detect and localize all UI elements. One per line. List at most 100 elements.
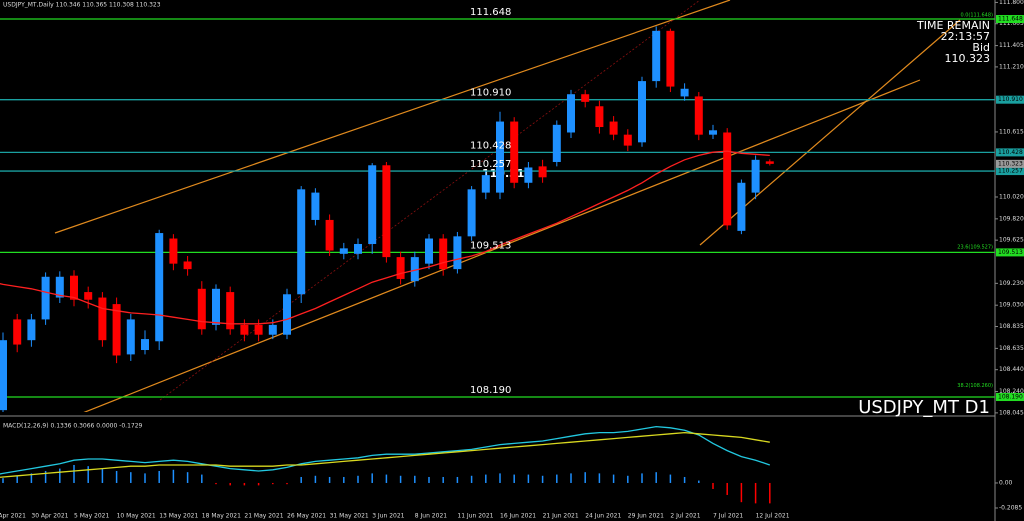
macd-bar [59, 468, 61, 483]
macd-bar [499, 473, 501, 483]
macd-bar [300, 476, 302, 483]
indicator-line [0, 150, 770, 325]
candle-body [439, 238, 448, 270]
y-tick-label: 108.440 [999, 366, 1024, 373]
x-tick-label: 2 Jul 2021 [670, 513, 700, 520]
candle-body [283, 294, 291, 335]
macd-bar [570, 473, 572, 483]
candle-body [595, 106, 604, 128]
y-tick-label: -0.2085 [999, 504, 1022, 511]
candle-body [524, 167, 533, 183]
macd-bar [598, 473, 601, 483]
macd-bar [428, 476, 430, 483]
axis-box [996, 393, 1024, 402]
y-tick-label: 109.625 [999, 237, 1024, 244]
candle-body [141, 339, 149, 351]
macd-bar [754, 482, 757, 504]
bid-box [996, 159, 1024, 168]
x-tick-label: 5 May 2021 [74, 513, 109, 520]
axis-box-label: 109.513 [998, 249, 1023, 256]
y-tick-label: 111.405 [999, 42, 1024, 49]
macd-bar [286, 482, 288, 485]
y-tick-label: 108.045 [999, 409, 1024, 416]
macd-bar [30, 473, 33, 483]
y-tick-label: 110.020 [999, 193, 1024, 200]
macd-bar [272, 482, 274, 485]
macd-bar [485, 474, 487, 483]
macd-bar [769, 482, 771, 504]
candle-body [467, 189, 476, 237]
info-label: TIME REMAIN [916, 19, 990, 32]
macd-bar [257, 482, 260, 486]
macd-bar [414, 475, 416, 483]
y-tick-label: 109.030 [999, 302, 1024, 309]
candle-body [751, 159, 760, 193]
candle-body [382, 165, 391, 258]
indicator-line [0, 431, 770, 478]
candle-body [226, 292, 235, 330]
fib-label: 23.6(109.527) [957, 244, 993, 250]
candle-body [410, 257, 419, 282]
macd-bar [442, 476, 444, 483]
y-tick-label: 111.210 [999, 63, 1024, 70]
x-tick-label: 21 May 2021 [244, 513, 283, 520]
candle-body [737, 182, 746, 231]
fib-label: 38.2(108.260) [957, 383, 993, 389]
candle-body [98, 297, 107, 341]
macd-bar [44, 470, 47, 483]
macd-bar [87, 466, 89, 483]
macd-bar [584, 472, 586, 483]
trendline [54, 0, 731, 234]
macd-bar [101, 468, 104, 483]
axis-box-label: 108.190 [998, 394, 1023, 401]
trendline [159, 0, 701, 401]
candle-body [694, 96, 703, 135]
x-tick-label: 11 Jun 2021 [457, 513, 493, 520]
macd-bar [243, 482, 246, 486]
macd-bar [527, 474, 530, 483]
macd-bar [712, 482, 714, 489]
y-tick-label: 109.230 [999, 280, 1024, 287]
axis-box [996, 95, 1024, 104]
macd-bar [215, 482, 217, 485]
fib-label: 0.0(111.648) [960, 13, 993, 19]
macd-bar [144, 473, 146, 483]
y-tick-label: 108.635 [999, 345, 1024, 352]
candle-body [481, 175, 490, 193]
level-label: 108.190 [470, 385, 511, 396]
macd-bar [641, 473, 643, 483]
x-tick-label: 16 Jun 2021 [500, 513, 536, 520]
candle-body [183, 261, 192, 270]
candle-body [709, 130, 717, 135]
y-tick-label: 110.615 [999, 128, 1024, 135]
macd-bar [627, 475, 629, 483]
indicator-line [0, 425, 771, 475]
macd-bar [470, 475, 473, 483]
candle-body [339, 248, 348, 254]
axis-box-label: 111.648 [998, 16, 1023, 23]
macd-bar [698, 480, 700, 483]
candle-body [155, 233, 164, 342]
candle-body [212, 288, 220, 325]
axis-box-label: 110.257 [998, 168, 1023, 175]
axis-box [996, 148, 1024, 157]
info-label: 22:13:57 [941, 30, 990, 43]
macd-bar [371, 473, 373, 483]
y-tick-label: 0.00 [999, 479, 1013, 486]
level-label: 110.257 [470, 159, 511, 170]
macd-bar [343, 476, 345, 483]
x-tick-label: 18 May 2021 [202, 513, 241, 520]
macd-bar [201, 474, 203, 483]
macd-bar [740, 482, 743, 503]
macd-bar [683, 476, 686, 483]
level-label: 110.428 [470, 140, 511, 151]
macd-bar [328, 476, 331, 483]
candle-body [311, 192, 320, 220]
x-tick-label: 10 May 2021 [117, 513, 156, 520]
symbol-label: USDJPY_MT D1 [858, 397, 990, 418]
candle-body [126, 319, 135, 355]
y-tick-label: 108.835 [999, 323, 1024, 330]
x-tick-label: 3 Jun 2021 [372, 513, 404, 520]
